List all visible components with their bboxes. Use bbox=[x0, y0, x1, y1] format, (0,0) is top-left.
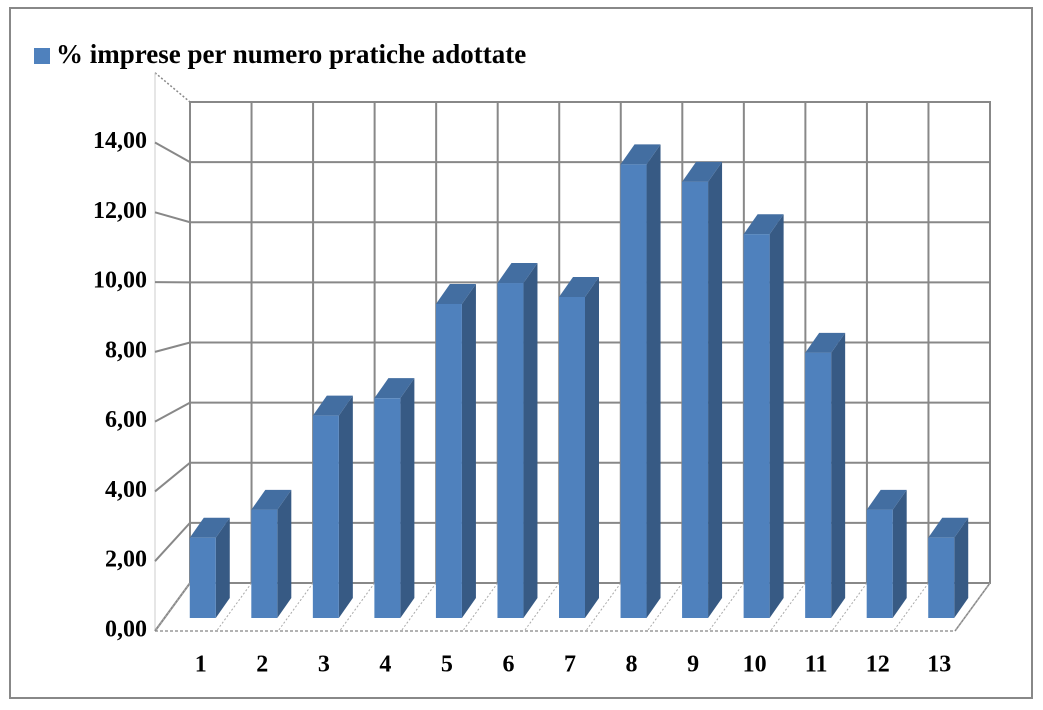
bar bbox=[435, 303, 462, 618]
bar bbox=[682, 181, 709, 618]
bar-side bbox=[338, 395, 353, 618]
y-tick-label: 14,00 bbox=[93, 128, 147, 154]
y-tick-label: 2,00 bbox=[105, 547, 147, 573]
bar bbox=[497, 283, 524, 618]
floor-grid-line bbox=[769, 582, 806, 632]
x-tick-label: 9 bbox=[687, 652, 699, 678]
x-tick-label: 10 bbox=[743, 652, 767, 678]
floor-grid-line bbox=[523, 582, 560, 632]
bar-side bbox=[892, 489, 907, 618]
floor-grid-line bbox=[646, 582, 683, 632]
x-tick-label: 6 bbox=[502, 652, 514, 678]
bar bbox=[928, 537, 955, 618]
floor-grid-line bbox=[831, 582, 868, 632]
bar-top bbox=[374, 378, 415, 399]
x-tick-label: 7 bbox=[564, 652, 576, 678]
bar-side bbox=[831, 332, 846, 618]
bar bbox=[251, 509, 278, 618]
bar-top bbox=[620, 144, 661, 165]
bar-top bbox=[866, 489, 907, 510]
bar bbox=[312, 415, 339, 618]
x-tick-label: 11 bbox=[805, 652, 828, 678]
bar bbox=[866, 509, 893, 618]
x-tick-label: 5 bbox=[441, 652, 453, 678]
bar-top bbox=[928, 517, 969, 538]
bar-side bbox=[585, 277, 599, 618]
bar bbox=[805, 352, 832, 618]
floor-grid-line bbox=[708, 582, 745, 632]
bar bbox=[374, 398, 401, 618]
y-tick-label: 0,00 bbox=[105, 617, 147, 643]
floor-grid-line bbox=[216, 582, 252, 632]
floor-grid-line bbox=[893, 582, 929, 632]
x-tick-label: 4 bbox=[379, 652, 391, 678]
floor-grid-line bbox=[954, 582, 991, 632]
bar-top bbox=[682, 161, 723, 182]
bar-top bbox=[251, 489, 292, 510]
bar-side bbox=[769, 214, 784, 619]
bar-side bbox=[646, 144, 661, 619]
x-tick-label: 12 bbox=[866, 652, 890, 678]
y-tick-label: 4,00 bbox=[105, 477, 147, 503]
x-tick-label: 1 bbox=[195, 652, 207, 678]
bar-side bbox=[215, 517, 230, 618]
bar bbox=[189, 537, 216, 618]
legend-label: % imprese per numero pratiche adottate bbox=[56, 39, 526, 69]
bar-top bbox=[743, 214, 784, 235]
bar-top bbox=[312, 395, 353, 416]
y-tick-label: 12,00 bbox=[93, 198, 147, 224]
y-tick-label: 10,00 bbox=[93, 268, 147, 294]
bar-top bbox=[435, 283, 476, 304]
bar-top bbox=[805, 332, 846, 353]
floor-grid-line bbox=[462, 582, 499, 632]
x-tick-label: 8 bbox=[626, 652, 638, 678]
x-tick-label: 13 bbox=[927, 652, 951, 678]
y-tick-label: 6,00 bbox=[105, 407, 147, 433]
bar bbox=[743, 234, 770, 619]
bar-side bbox=[277, 489, 292, 618]
bar-side bbox=[954, 517, 969, 618]
x-tick-label: 2 bbox=[256, 652, 268, 678]
bar-side bbox=[523, 263, 538, 618]
bar bbox=[559, 297, 585, 618]
floor-grid-line bbox=[585, 582, 622, 632]
x-tick-label: 3 bbox=[318, 652, 330, 678]
bar bbox=[620, 164, 647, 619]
bar-side bbox=[400, 378, 415, 618]
legend-swatch bbox=[34, 48, 50, 64]
floor-grid-line bbox=[339, 582, 376, 632]
bar-top bbox=[189, 517, 230, 538]
bar-top bbox=[497, 263, 538, 284]
floor-grid-line bbox=[400, 582, 437, 632]
bar-side bbox=[461, 283, 476, 618]
floor-grid-line bbox=[154, 582, 191, 632]
floor-grid-line bbox=[277, 582, 314, 632]
bar-top bbox=[559, 277, 599, 298]
y-tick-label: 8,00 bbox=[105, 337, 147, 363]
bar-side bbox=[708, 161, 723, 618]
